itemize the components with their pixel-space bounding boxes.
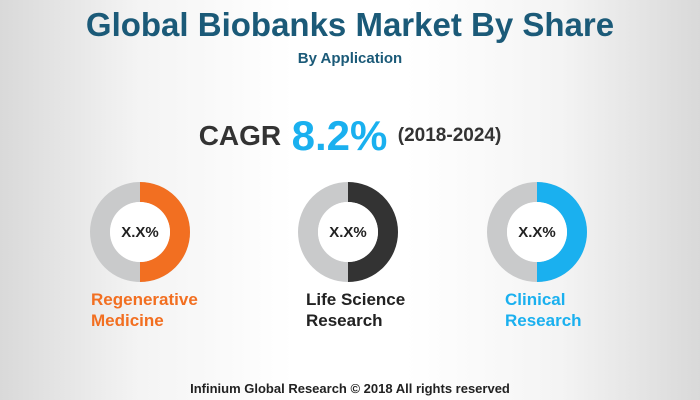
name-line: Clinical — [505, 290, 566, 309]
donut-label: X.X% — [121, 224, 159, 241]
name-line: Research — [306, 311, 383, 330]
cagr-label: CAGR — [198, 120, 282, 151]
donut-label: X.X% — [329, 224, 367, 241]
donut-half — [348, 182, 398, 282]
segment-name: Life Science Research — [306, 289, 405, 331]
donut-hole — [507, 202, 567, 262]
segment-name: Regenerative Medicine — [91, 289, 198, 331]
donut-label: X.X% — [518, 224, 556, 241]
name-line: Research — [505, 311, 582, 330]
name-line: Medicine — [91, 311, 164, 330]
donut-half — [140, 182, 190, 282]
cagr-row: CAGR 8.2% (2018-2024) — [0, 112, 700, 160]
donut-half — [537, 182, 587, 282]
footer: Infinium Global Research © 2018 All righ… — [190, 381, 510, 396]
donut: X.X% — [298, 182, 398, 282]
name-line: Regenerative — [91, 290, 198, 309]
donut: X.X% — [90, 182, 190, 282]
title: Global Biobanks Market By Share — [85, 6, 615, 43]
name-line: Life Science — [306, 290, 406, 309]
subtitle: By Application — [297, 50, 403, 67]
donut-hole — [110, 202, 170, 262]
cagr-period: (2018-2024) — [397, 125, 502, 146]
segment-name: Clinical Research — [505, 289, 582, 331]
donut: X.X% — [487, 182, 587, 282]
donut-hole — [318, 202, 378, 262]
cagr-value: 8.2% — [291, 112, 388, 159]
